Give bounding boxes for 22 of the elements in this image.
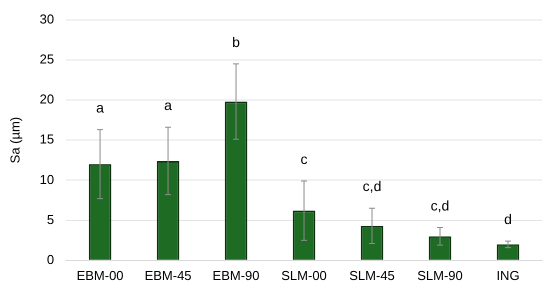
annotation: b [232, 34, 240, 50]
y-tick-label: 15 [40, 132, 54, 147]
x-tick-label: SLM-00 [281, 268, 327, 283]
x-tick-label: ING [496, 268, 520, 283]
y-axis-title: Sa (µm) [7, 116, 22, 164]
annotation: c,d [430, 197, 450, 214]
annotation: c,d [362, 178, 382, 194]
y-tick-label: 25 [40, 51, 54, 66]
x-tick-label: SLM-45 [349, 268, 395, 283]
y-tick-label: 5 [46, 212, 54, 227]
annotation: a [164, 97, 172, 114]
y-tick-label: 20 [40, 92, 54, 107]
y-tick-label: 10 [40, 172, 54, 187]
x-tick-label: EBM-00 [76, 268, 124, 283]
x-tick-label: EBM-45 [144, 268, 192, 283]
x-tick-label: EBM-90 [212, 268, 260, 283]
annotation: d [504, 211, 512, 228]
y-tick-label: 30 [40, 11, 54, 26]
annotation: a [96, 100, 104, 116]
y-tick-label: 0 [46, 252, 54, 267]
annotation: c [300, 150, 308, 167]
x-tick-label: SLM-90 [417, 268, 463, 283]
